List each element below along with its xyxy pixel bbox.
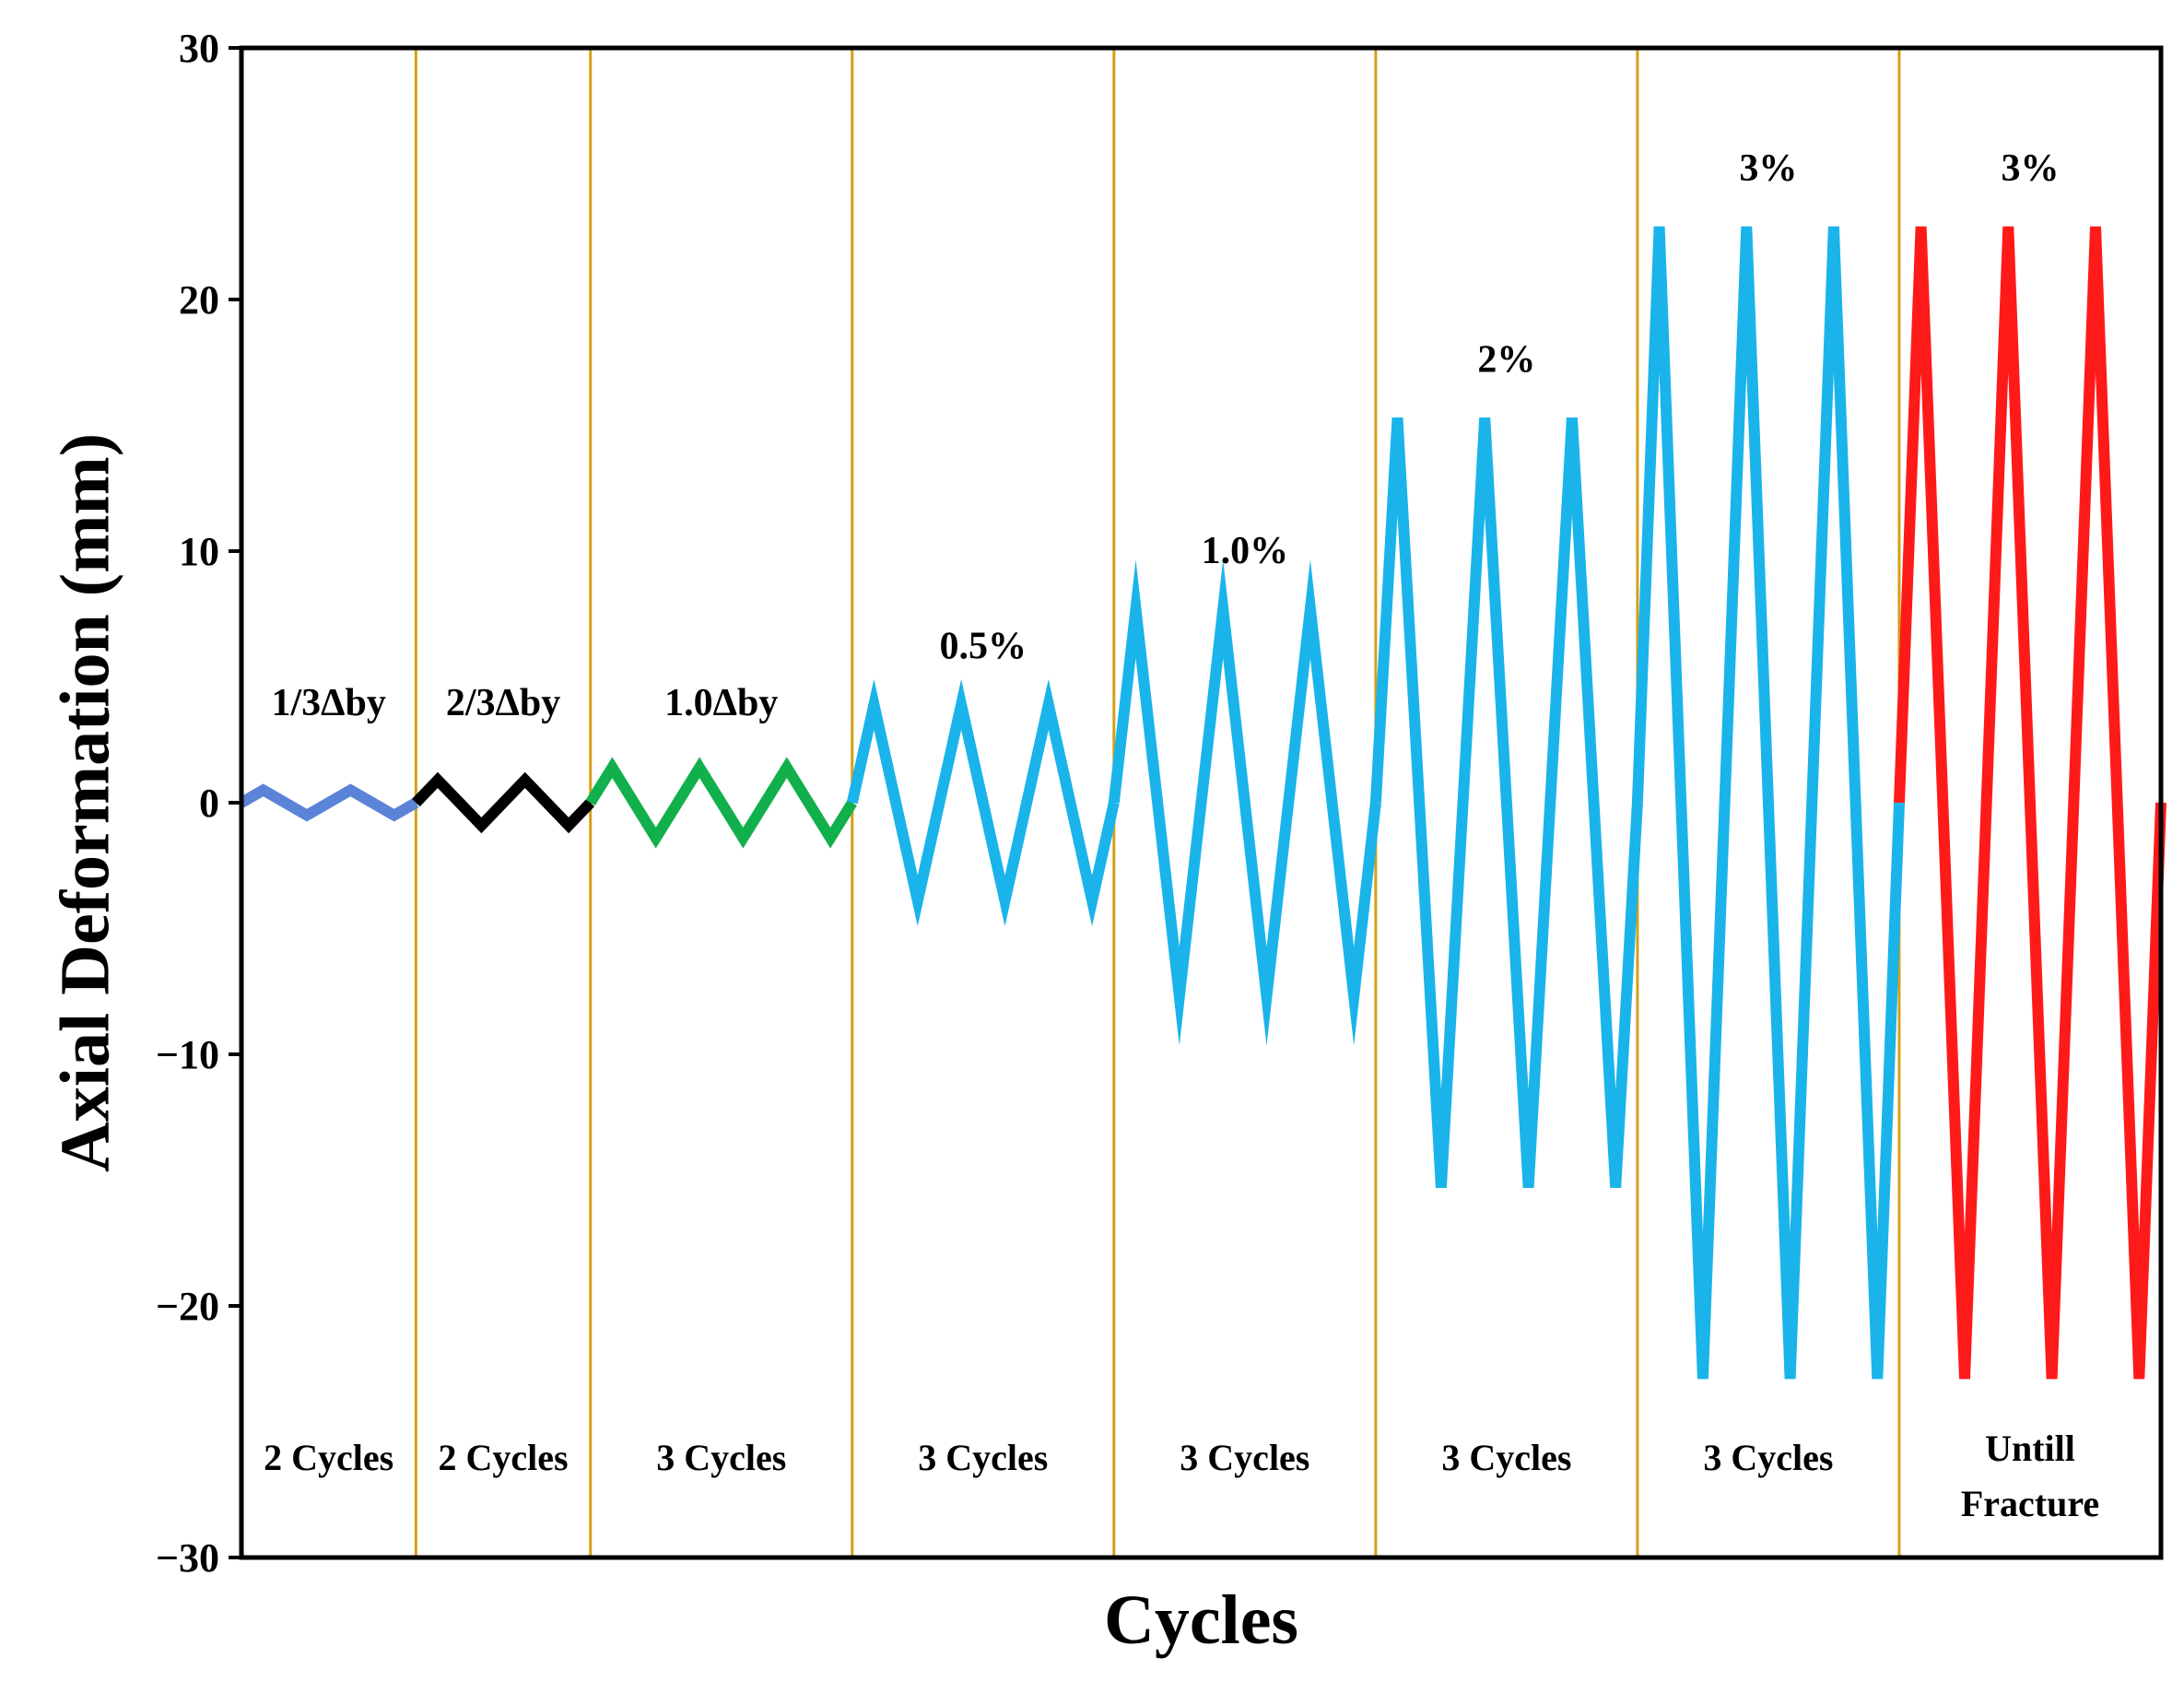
cycle-label: 3 Cycles <box>1703 1437 1833 1478</box>
x-axis-label: Cycles <box>1104 1581 1298 1659</box>
y-axis: 30 20 10 0 −10 −20 −30 <box>156 26 241 1581</box>
series-line-stage-1 <box>238 783 419 822</box>
series-line-stage-3 <box>585 757 857 849</box>
stage-labels: 1/3Δby 2/3Δby 1.0Δby 0.5% 1.0% 2% 3% 3% <box>272 147 2060 724</box>
series-line-stage-8 <box>1894 226 2166 1380</box>
y-tick-label: 10 <box>179 529 219 574</box>
stage-label: 3% <box>1739 147 1797 190</box>
cycle-label: 3 Cycles <box>656 1437 786 1478</box>
series-line-stage-7 <box>1631 226 1905 1380</box>
cycle-label: 3 Cycles <box>918 1437 1048 1478</box>
y-tick-label: −30 <box>156 1535 219 1581</box>
y-tick-label: −20 <box>156 1284 219 1329</box>
stage-label: 1.0Δby <box>664 682 778 724</box>
cycle-label: Untill <box>1985 1428 2075 1469</box>
cycle-label: 3 Cycles <box>1180 1437 1309 1478</box>
cycle-label: Fracture <box>1961 1483 2099 1524</box>
series-lines <box>238 226 2166 1380</box>
stage-label: 2/3Δby <box>446 682 560 724</box>
series-line-stage-6 <box>1369 417 1643 1189</box>
y-tick-label: −10 <box>156 1032 219 1077</box>
y-tick-label: 0 <box>199 781 219 826</box>
cycle-label: 2 Cycles <box>264 1437 393 1478</box>
y-tick-label: 30 <box>179 26 219 71</box>
series-line-stage-2 <box>412 771 595 834</box>
cycle-label: 3 Cycles <box>1441 1437 1571 1478</box>
cycle-labels: 2 Cycles 2 Cycles 3 Cycles 3 Cycles 3 Cycles… <box>264 1428 2099 1524</box>
stage-label: 2% <box>1477 338 1535 381</box>
y-tick-label: 20 <box>179 277 219 323</box>
series-line-stage-4 <box>846 678 1120 927</box>
stage-label: 1.0% <box>1202 530 1289 572</box>
y-axis-label: Axial Deformation (mm) <box>46 433 123 1172</box>
cycle-label: 2 Cycles <box>439 1437 569 1478</box>
series-line-stage-5 <box>1108 559 1381 1046</box>
stage-label: 0.5% <box>940 626 1027 668</box>
stage-label: 3% <box>2001 147 2059 190</box>
stage-label: 1/3Δby <box>272 682 386 724</box>
